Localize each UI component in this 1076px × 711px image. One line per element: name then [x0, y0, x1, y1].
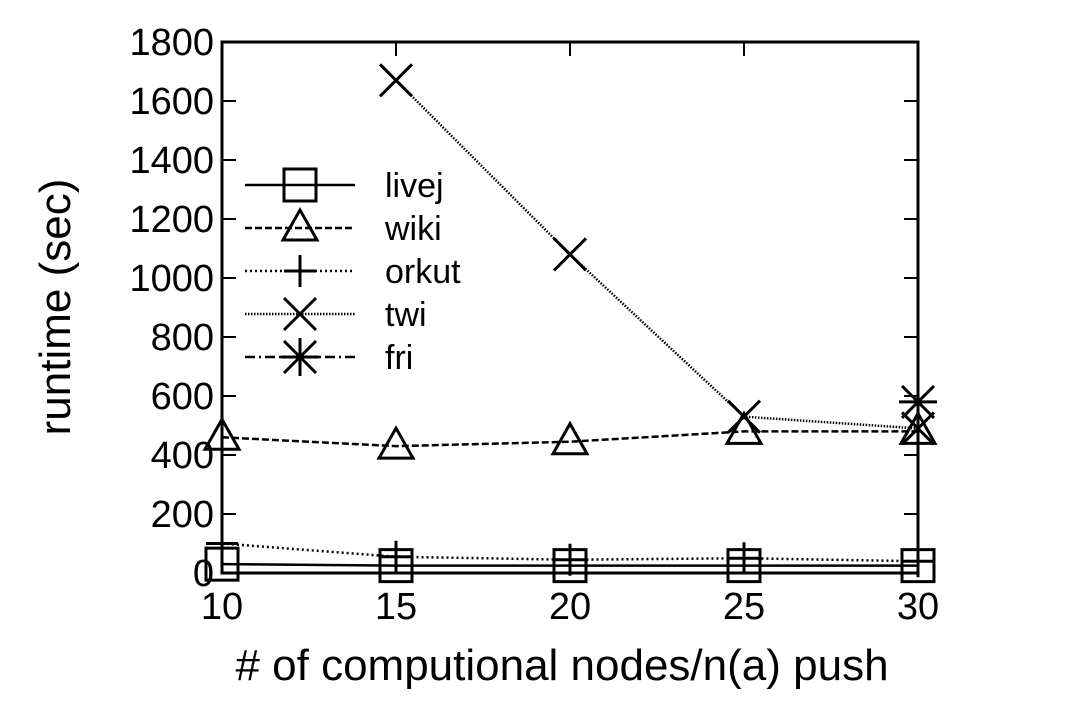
- data-point-orkut: [206, 527, 238, 560]
- y-tick-label: 400: [151, 435, 214, 477]
- legend-label-fri: fri: [385, 339, 413, 377]
- y-tick-label: 1400: [129, 140, 214, 182]
- legend-label-wiki: wiki: [384, 210, 442, 248]
- y-tick-label: 0: [193, 553, 214, 595]
- series-markers: [202, 63, 938, 584]
- data-point-twi: [900, 411, 936, 446]
- data-point-orkut: [728, 542, 760, 575]
- y-axis-label: runtime (sec): [31, 179, 80, 436]
- y-axis-ticks: 0 200 400 600 800 1000 1200 1400 1600 1800: [129, 22, 918, 595]
- x-axis-ticks: 10 15 20 25 30: [201, 42, 939, 628]
- legend-label-livej: livej: [385, 167, 444, 205]
- legend-marker-livej: [282, 167, 318, 203]
- data-point-twi: [552, 237, 588, 272]
- data-point-twi: [726, 399, 762, 434]
- legend: livej wiki orkut twi fri: [245, 167, 461, 377]
- plot-frame: [220, 40, 920, 575]
- data-point-orkut: [554, 543, 586, 576]
- series-line-twi: [395, 79, 919, 430]
- x-tick-label: 25: [723, 586, 765, 628]
- y-tick-label: 1800: [129, 22, 214, 64]
- data-point-wiki: [376, 425, 416, 460]
- data-point-wiki: [202, 416, 242, 451]
- x-tick-label: 15: [375, 586, 417, 628]
- data-point-twi: [378, 63, 414, 98]
- data-point-wiki: [550, 420, 590, 456]
- series-line-orkut: [221, 542, 919, 563]
- series-line-wiki: [221, 430, 918, 448]
- data-point-wiki: [724, 410, 764, 445]
- legend-marker-orkut: [284, 255, 316, 287]
- data-point-wiki: [898, 410, 938, 445]
- x-tick-label: 20: [549, 586, 591, 628]
- legend-label-twi: twi: [385, 296, 427, 334]
- legend-marker-twi: [282, 296, 318, 332]
- y-tick-label: 1600: [129, 81, 214, 123]
- y-tick-label: 200: [151, 494, 214, 536]
- y-tick-label: 1200: [129, 199, 214, 241]
- legend-marker-fri: [281, 338, 319, 376]
- data-point-orkut: [902, 545, 934, 578]
- x-tick-label: 10: [201, 586, 243, 628]
- legend-marker-wiki: [280, 206, 320, 242]
- y-tick-label: 600: [151, 376, 214, 418]
- legend-label-orkut: orkut: [385, 253, 461, 291]
- x-tick-label: 30: [897, 586, 939, 628]
- x-axis-label: # of computional nodes/n(a) push: [235, 641, 888, 690]
- data-point-orkut: [380, 540, 412, 573]
- y-tick-label: 1000: [129, 258, 214, 300]
- series-lines: [221, 79, 919, 567]
- data-point-fri: [899, 382, 937, 421]
- y-tick-label: 800: [151, 317, 214, 359]
